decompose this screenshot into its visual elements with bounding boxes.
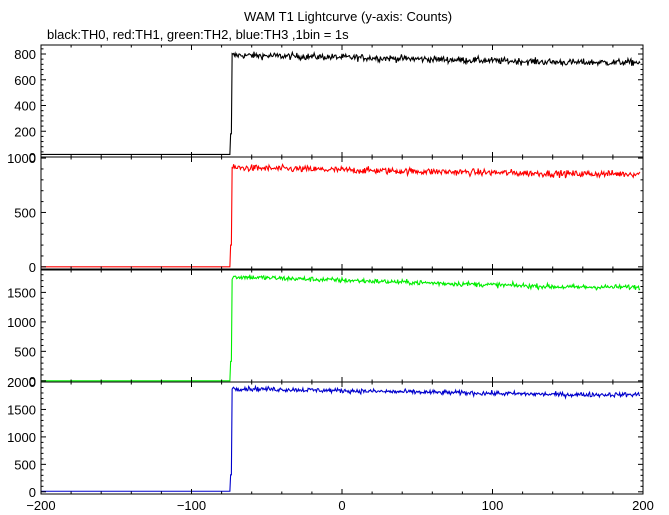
y-tick-label-th0: 400 [14, 99, 36, 114]
y-tick-label-th1: 0 [29, 260, 36, 275]
series-line-th3 [41, 384, 641, 492]
series-line-th2 [41, 274, 641, 382]
y-tick-label-th3: 0 [29, 485, 36, 500]
series-line-th0 [41, 50, 641, 155]
y-tick-label-th0: 600 [14, 73, 36, 88]
x-tick-label: −200 [26, 498, 55, 513]
y-tick-label-th1: 1000 [7, 151, 36, 166]
y-tick-label-th2: 0 [29, 374, 36, 389]
y-tick-label-th3: 2000 [7, 375, 36, 390]
panel-frame-th3 [40, 381, 644, 495]
chart-subtitle: black:TH0, red:TH1, green:TH2, blue:TH3 … [47, 27, 349, 42]
y-tick-label-th3: 1500 [7, 402, 36, 417]
x-tick-label: 100 [482, 498, 504, 513]
y-tick-label-th0: 0 [29, 150, 36, 165]
y-tick-label-th3: 1000 [7, 430, 36, 445]
series-line-th1 [41, 163, 641, 268]
y-tick-label-th1: 500 [14, 205, 36, 220]
x-tick-label: 0 [338, 498, 345, 513]
y-tick-label-th0: 800 [14, 47, 36, 62]
y-tick-label-th2: 1000 [7, 315, 36, 330]
y-tick-label-th3: 500 [14, 457, 36, 472]
x-tick-label: 200 [632, 498, 654, 513]
chart-title: WAM T1 Lightcurve (y-axis: Counts) [244, 9, 452, 24]
y-tick-label-th2: 1500 [7, 285, 36, 300]
y-tick-label-th0: 200 [14, 124, 36, 139]
x-tick-label: −100 [177, 498, 206, 513]
panels-group: 0200400600800050010000500100015000500100… [7, 44, 654, 513]
y-tick-label-th2: 500 [14, 344, 36, 359]
